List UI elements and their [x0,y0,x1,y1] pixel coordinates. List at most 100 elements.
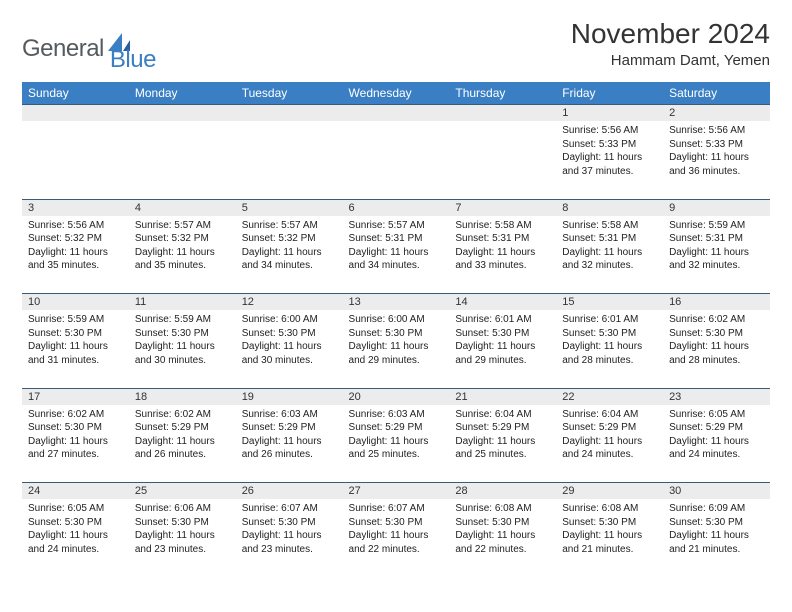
day-content-row: Sunrise: 6:05 AMSunset: 5:30 PMDaylight:… [22,499,770,577]
sunrise-line: Sunrise: 6:02 AM [135,408,230,422]
sunset-line: Sunset: 5:33 PM [562,138,657,152]
day-number-cell: 16 [663,294,770,311]
daylight-line-1: Daylight: 11 hours [562,246,657,260]
daylight-line-1: Daylight: 11 hours [135,529,230,543]
day-number-cell [22,105,129,122]
daylight-line-1: Daylight: 11 hours [28,435,123,449]
day-content: Sunrise: 5:58 AMSunset: 5:31 PMDaylight:… [556,216,663,279]
daylight-line-1: Daylight: 11 hours [135,435,230,449]
sunrise-line: Sunrise: 6:03 AM [349,408,444,422]
daylight-line-2: and 23 minutes. [242,543,337,557]
daylight-line-2: and 33 minutes. [455,259,550,273]
sunset-line: Sunset: 5:30 PM [135,516,230,530]
daylight-line-2: and 35 minutes. [135,259,230,273]
day-content-row: Sunrise: 5:59 AMSunset: 5:30 PMDaylight:… [22,310,770,388]
daylight-line-2: and 37 minutes. [562,165,657,179]
daylight-line-1: Daylight: 11 hours [455,340,550,354]
day-cell: Sunrise: 6:02 AMSunset: 5:29 PMDaylight:… [129,405,236,483]
day-number-cell [236,105,343,122]
daylight-line-1: Daylight: 11 hours [669,435,764,449]
day-content: Sunrise: 6:05 AMSunset: 5:29 PMDaylight:… [663,405,770,468]
sunset-line: Sunset: 5:31 PM [455,232,550,246]
day-content: Sunrise: 5:59 AMSunset: 5:30 PMDaylight:… [22,310,129,373]
day-content: Sunrise: 5:57 AMSunset: 5:32 PMDaylight:… [236,216,343,279]
day-cell: Sunrise: 5:59 AMSunset: 5:30 PMDaylight:… [22,310,129,388]
day-cell: Sunrise: 6:04 AMSunset: 5:29 PMDaylight:… [556,405,663,483]
day-cell: Sunrise: 6:07 AMSunset: 5:30 PMDaylight:… [343,499,450,577]
daylight-line-2: and 32 minutes. [562,259,657,273]
sunrise-line: Sunrise: 5:57 AM [349,219,444,233]
sunrise-line: Sunrise: 6:07 AM [242,502,337,516]
day-cell: Sunrise: 6:08 AMSunset: 5:30 PMDaylight:… [556,499,663,577]
day-content: Sunrise: 6:05 AMSunset: 5:30 PMDaylight:… [22,499,129,562]
day-cell: Sunrise: 6:02 AMSunset: 5:30 PMDaylight:… [663,310,770,388]
daylight-line-1: Daylight: 11 hours [562,529,657,543]
day-number-cell: 22 [556,388,663,405]
daylight-line-1: Daylight: 11 hours [669,529,764,543]
day-number-cell: 2 [663,105,770,122]
day-content: Sunrise: 6:08 AMSunset: 5:30 PMDaylight:… [449,499,556,562]
daylight-line-1: Daylight: 11 hours [28,246,123,260]
day-number-cell: 30 [663,483,770,500]
daylight-line-1: Daylight: 11 hours [28,340,123,354]
sunset-line: Sunset: 5:29 PM [135,421,230,435]
daylight-line-1: Daylight: 11 hours [349,340,444,354]
day-number-cell: 11 [129,294,236,311]
sunrise-line: Sunrise: 5:58 AM [562,219,657,233]
day-number-cell: 13 [343,294,450,311]
day-cell: Sunrise: 6:00 AMSunset: 5:30 PMDaylight:… [236,310,343,388]
day-content: Sunrise: 6:04 AMSunset: 5:29 PMDaylight:… [449,405,556,468]
day-content: Sunrise: 5:56 AMSunset: 5:32 PMDaylight:… [22,216,129,279]
day-cell: Sunrise: 6:02 AMSunset: 5:30 PMDaylight:… [22,405,129,483]
sunset-line: Sunset: 5:32 PM [242,232,337,246]
day-cell: Sunrise: 6:01 AMSunset: 5:30 PMDaylight:… [449,310,556,388]
sunrise-line: Sunrise: 6:00 AM [349,313,444,327]
weekday-header-row: Sunday Monday Tuesday Wednesday Thursday… [22,82,770,105]
day-cell: Sunrise: 5:58 AMSunset: 5:31 PMDaylight:… [449,216,556,294]
sunrise-line: Sunrise: 5:56 AM [562,124,657,138]
month-title: November 2024 [571,18,770,50]
daylight-line-2: and 30 minutes. [242,354,337,368]
logo-text-general: General [22,35,104,63]
day-number-cell: 14 [449,294,556,311]
day-number-cell [129,105,236,122]
day-number-row: 24252627282930 [22,483,770,500]
sunrise-line: Sunrise: 6:06 AM [135,502,230,516]
daylight-line-2: and 24 minutes. [28,543,123,557]
daylight-line-2: and 30 minutes. [135,354,230,368]
sunrise-line: Sunrise: 6:04 AM [455,408,550,422]
day-number-cell: 18 [129,388,236,405]
daylight-line-1: Daylight: 11 hours [562,340,657,354]
sunset-line: Sunset: 5:30 PM [669,516,764,530]
day-number-cell: 20 [343,388,450,405]
calendar-body: 12Sunrise: 5:56 AMSunset: 5:33 PMDayligh… [22,105,770,578]
day-content: Sunrise: 5:57 AMSunset: 5:31 PMDaylight:… [343,216,450,279]
logo: General Blue [22,18,156,74]
sunrise-line: Sunrise: 5:57 AM [135,219,230,233]
weekday-header: Wednesday [343,82,450,105]
day-content: Sunrise: 6:06 AMSunset: 5:30 PMDaylight:… [129,499,236,562]
sunrise-line: Sunrise: 6:02 AM [28,408,123,422]
weekday-header: Sunday [22,82,129,105]
day-number-row: 3456789 [22,199,770,216]
daylight-line-2: and 28 minutes. [562,354,657,368]
sunrise-line: Sunrise: 5:56 AM [669,124,764,138]
day-number-cell: 10 [22,294,129,311]
daylight-line-2: and 24 minutes. [562,448,657,462]
day-cell: Sunrise: 5:56 AMSunset: 5:33 PMDaylight:… [556,121,663,199]
sunrise-line: Sunrise: 6:08 AM [455,502,550,516]
weekday-header: Monday [129,82,236,105]
daylight-line-2: and 24 minutes. [669,448,764,462]
daylight-line-1: Daylight: 11 hours [669,340,764,354]
sunset-line: Sunset: 5:33 PM [669,138,764,152]
day-content: Sunrise: 5:59 AMSunset: 5:30 PMDaylight:… [129,310,236,373]
daylight-line-2: and 28 minutes. [669,354,764,368]
day-cell: Sunrise: 5:56 AMSunset: 5:33 PMDaylight:… [663,121,770,199]
sunset-line: Sunset: 5:30 PM [28,516,123,530]
daylight-line-2: and 35 minutes. [28,259,123,273]
sunset-line: Sunset: 5:30 PM [562,327,657,341]
day-cell: Sunrise: 5:57 AMSunset: 5:32 PMDaylight:… [236,216,343,294]
day-content: Sunrise: 5:56 AMSunset: 5:33 PMDaylight:… [663,121,770,184]
day-number-cell: 7 [449,199,556,216]
day-cell: Sunrise: 5:59 AMSunset: 5:30 PMDaylight:… [129,310,236,388]
